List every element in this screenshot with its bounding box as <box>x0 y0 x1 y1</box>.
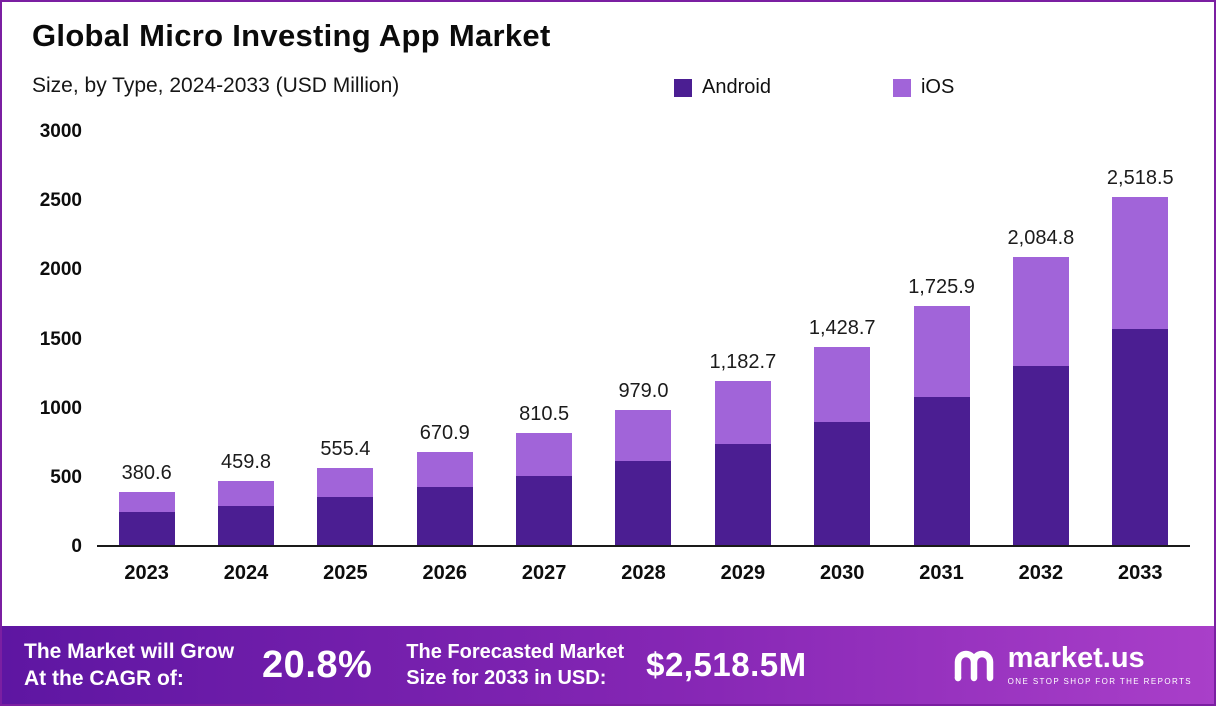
legend-swatch-ios <box>892 78 911 97</box>
bar-segment-android-2027 <box>516 475 573 545</box>
bar-group-2023: 380.6 <box>97 132 196 545</box>
y-tick-label-1500: 1500 <box>39 328 82 350</box>
bar-total-label-2030: 1,428.7 <box>808 317 876 340</box>
bar-segment-android-2023 <box>118 512 175 545</box>
brand-tagline: ONE STOP SHOP FOR THE REPORTS <box>1007 677 1192 686</box>
bar-segment-android-2026 <box>416 487 473 545</box>
bar-segment-ios-2025 <box>317 468 374 498</box>
bar-total-label-2031: 1,725.9 <box>908 276 975 299</box>
stacked-bar-2033 <box>1112 196 1169 545</box>
chart-subtitle: Size, by Type, 2024-2033 (USD Million) <box>32 74 400 97</box>
bar-segment-android-2030 <box>814 422 871 545</box>
x-axis-label-2030: 2030 <box>819 562 865 584</box>
bar-segment-ios-2028 <box>615 409 672 462</box>
y-tick-label-3000: 3000 <box>39 121 82 142</box>
bar-total-label-2023: 380.6 <box>121 462 172 485</box>
x-axis-label-2033: 2033 <box>1118 562 1163 584</box>
bar-segment-android-2033 <box>1112 329 1169 545</box>
legend-swatch-android <box>674 78 692 97</box>
x-axis-label-2032: 2032 <box>1018 562 1064 584</box>
bar-group-2028: 979.0 <box>594 132 693 545</box>
bar-group-2024: 459.8 <box>196 132 295 545</box>
y-axis-labels: 0 500 1000 1500 2000 2500 3000 <box>10 121 82 557</box>
forecast-label: The Forecasted Market Size for 2033 in U… <box>406 641 625 689</box>
bar-segment-android-2031 <box>913 396 970 545</box>
bar-total-label-2032: 2,084.8 <box>1007 226 1075 249</box>
x-axis-label-2029: 2029 <box>720 562 766 584</box>
x-axis-label-2028: 2028 <box>621 562 666 584</box>
bar-segment-android-2032 <box>1012 366 1069 545</box>
bar-group-2031: 1,725.9 <box>892 132 991 545</box>
bar-group-2030: 1,428.7 <box>793 132 892 545</box>
page-title: Global Micro Investing App Market <box>32 18 551 53</box>
bar-total-label-2029: 1,182.7 <box>709 351 777 374</box>
bar-segment-android-2025 <box>317 497 374 545</box>
brand-name: market.us <box>1007 642 1145 674</box>
stacked-bar-2030 <box>814 347 871 545</box>
bar-total-label-2027: 810.5 <box>519 402 570 425</box>
stacked-bar-2031 <box>913 306 970 545</box>
forecast-value: $2,518.5M <box>646 646 807 683</box>
y-tick-label-2000: 2000 <box>39 259 82 281</box>
x-axis-label-2027: 2027 <box>521 562 567 584</box>
x-axis-label-2025: 2025 <box>323 562 368 584</box>
bar-total-label-2028: 979.0 <box>618 379 669 402</box>
chart-legend: Android iOS <box>674 76 954 99</box>
marketus-logo-icon <box>954 650 993 682</box>
bar-segment-ios-2026 <box>416 452 473 488</box>
bar-segment-ios-2030 <box>814 347 871 423</box>
brand-text: market.us ONE STOP SHOP FOR THE REPORTS <box>1007 642 1192 687</box>
bar-total-label-2026: 670.9 <box>419 422 470 445</box>
x-axis-labels: 2023 2024 2025 2026 2027 2028 2029 2030 2031 2032… <box>97 562 1190 585</box>
bar-group-2027: 810.5 <box>494 132 593 545</box>
legend-label-ios: iOS <box>920 76 955 98</box>
bar-total-label-2024: 459.8 <box>221 451 272 474</box>
legend-item-android: Android <box>674 76 771 99</box>
bar-segment-ios-2033 <box>1112 196 1169 329</box>
cagr-value: 20.8% <box>262 643 373 686</box>
stacked-bar-2024 <box>218 481 275 545</box>
bar-group-2032: 2,084.8 <box>991 132 1090 545</box>
bar-segment-android-2028 <box>615 461 672 545</box>
bar-group-2025: 555.4 <box>296 132 395 545</box>
y-tick-label-0: 0 <box>71 536 82 557</box>
bar-group-2026: 670.9 <box>395 132 494 545</box>
x-axis-label-2031: 2031 <box>919 562 964 584</box>
bar-segment-android-2024 <box>218 505 275 545</box>
bar-segment-ios-2029 <box>714 381 771 444</box>
bar-segment-ios-2032 <box>1012 256 1069 367</box>
bar-segment-ios-2031 <box>913 306 970 397</box>
stacked-bar-2026 <box>416 452 473 545</box>
stacked-bar-2027 <box>516 432 573 545</box>
y-tick-label-2500: 2500 <box>39 190 82 212</box>
x-axis-label-2026: 2026 <box>422 562 468 584</box>
cagr-label: The Market will Grow At the CAGR of: <box>24 639 235 690</box>
bar-group-2033: 2,518.5 <box>1091 132 1190 545</box>
legend-item-ios: iOS <box>892 76 955 99</box>
bar-group-2029: 1,182.7 <box>693 132 792 545</box>
legend-label-android: Android <box>702 76 771 98</box>
y-tick-label-500: 500 <box>50 466 82 488</box>
stacked-bar-2023 <box>118 492 175 545</box>
brand: market.us ONE STOP SHOP FOR THE REPORTS <box>950 644 1192 686</box>
stacked-bar-2029 <box>714 381 771 545</box>
stacked-bar-2025 <box>317 468 374 545</box>
stacked-bar-2032 <box>1012 256 1069 545</box>
bar-total-label-2025: 555.4 <box>320 438 371 461</box>
bar-segment-ios-2024 <box>218 481 275 506</box>
bar-segment-ios-2027 <box>516 432 573 476</box>
stacked-bar-2028 <box>615 409 672 545</box>
footer-banner: The Market will Grow At the CAGR of: 20.… <box>2 626 1214 704</box>
x-axis-label-2023: 2023 <box>124 562 169 584</box>
bar-segment-ios-2023 <box>118 492 175 513</box>
x-axis-label-2024: 2024 <box>223 562 269 584</box>
y-tick-label-1000: 1000 <box>39 397 82 419</box>
plot-area: 380.6 459.8 555.4 670.9 810.5 979.0 1,182.7 1,4… <box>97 132 1190 547</box>
bar-total-label-2033: 2,518.5 <box>1106 166 1174 189</box>
bar-segment-android-2029 <box>714 443 771 545</box>
